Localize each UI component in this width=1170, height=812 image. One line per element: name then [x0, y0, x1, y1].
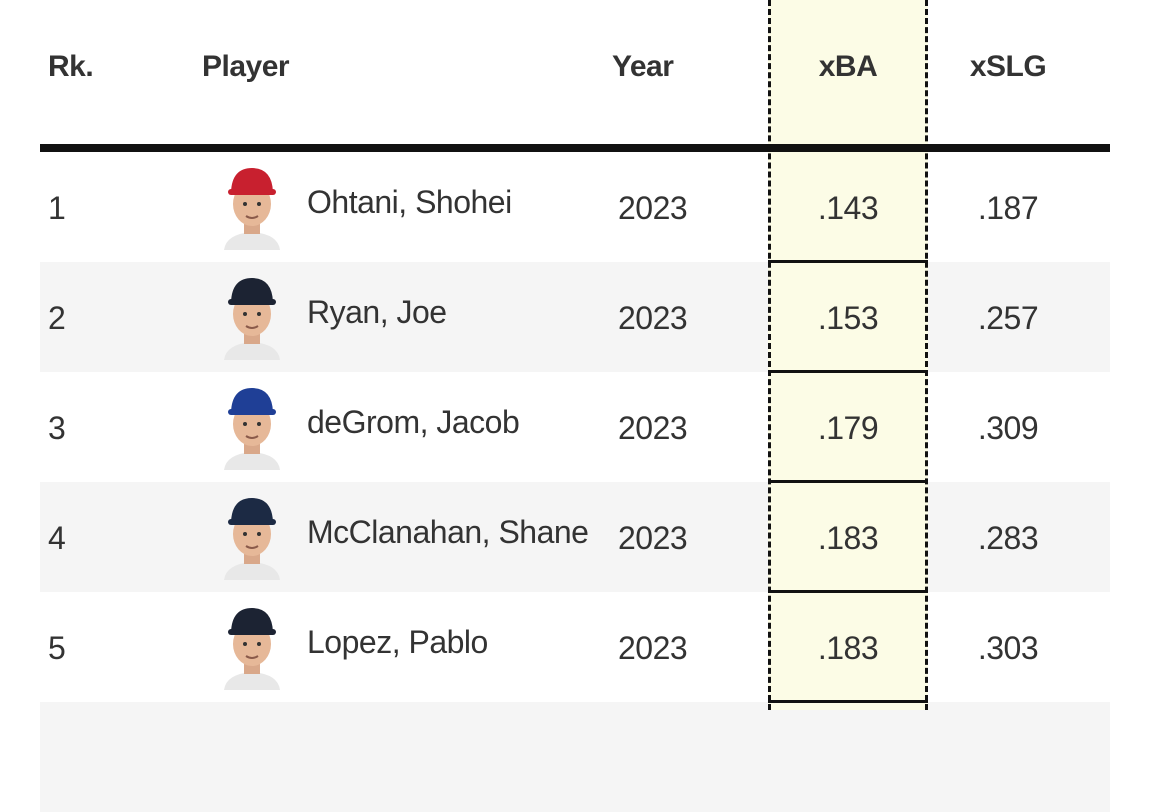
headshot-icon: [224, 608, 280, 690]
row-background: [40, 152, 1110, 262]
xba: .183: [817, 520, 879, 556]
player-name: Ohtani, Shohei: [307, 184, 512, 220]
rank: 5: [48, 630, 66, 666]
xslg: .283: [977, 520, 1039, 556]
row-background: [40, 482, 1110, 592]
row-background: [40, 262, 1110, 372]
xba: .143: [817, 190, 879, 226]
column-header: Year: [612, 50, 674, 83]
xslg: .187: [977, 190, 1039, 226]
headshot-icon: [224, 278, 280, 360]
column-header: xSLG: [969, 50, 1047, 83]
player-name: McClanahan, Shane: [307, 514, 589, 550]
column-header: Rk.: [48, 50, 94, 83]
row-background: [40, 702, 1110, 812]
highlight-column: [768, 0, 928, 710]
xslg: .309: [977, 410, 1039, 446]
rank: 1: [48, 190, 66, 226]
year: 2023: [618, 300, 688, 336]
xba: .153: [817, 300, 879, 336]
year: 2023: [618, 630, 688, 666]
headshot-icon: [224, 498, 280, 580]
row-divider: [768, 480, 928, 483]
row-background: [40, 372, 1110, 482]
headshot-icon: [224, 388, 280, 470]
player-name: Lopez, Pablo: [307, 624, 488, 660]
page: Rk. Player Year xBA xSLG 1 Ohtani, Shohei 2023…: [40, 0, 1110, 710]
player-headshot: [222, 274, 282, 360]
row-divider: [768, 700, 928, 703]
xslg: .257: [977, 300, 1039, 336]
header-rule: [40, 144, 1110, 152]
rank: 4: [48, 520, 66, 556]
row-divider: [768, 590, 928, 593]
headshot-icon: [224, 168, 280, 250]
row-divider: [768, 370, 928, 373]
rank: 2: [48, 300, 66, 336]
player-headshot: [222, 164, 282, 250]
player-name: Ryan, Joe: [307, 294, 447, 330]
year: 2023: [618, 410, 688, 446]
row-divider: [768, 260, 928, 263]
column-header: xBA: [818, 50, 878, 83]
xslg: .303: [977, 630, 1039, 666]
player-name: deGrom, Jacob: [307, 404, 520, 440]
player-headshot: [222, 384, 282, 470]
xba: .179: [817, 410, 879, 446]
column-header: Player: [202, 50, 290, 83]
year: 2023: [618, 190, 688, 226]
row-background: [40, 592, 1110, 702]
xba: .183: [817, 630, 879, 666]
year: 2023: [618, 520, 688, 556]
rank: 3: [48, 410, 66, 446]
player-headshot: [222, 494, 282, 580]
player-headshot: [222, 604, 282, 690]
